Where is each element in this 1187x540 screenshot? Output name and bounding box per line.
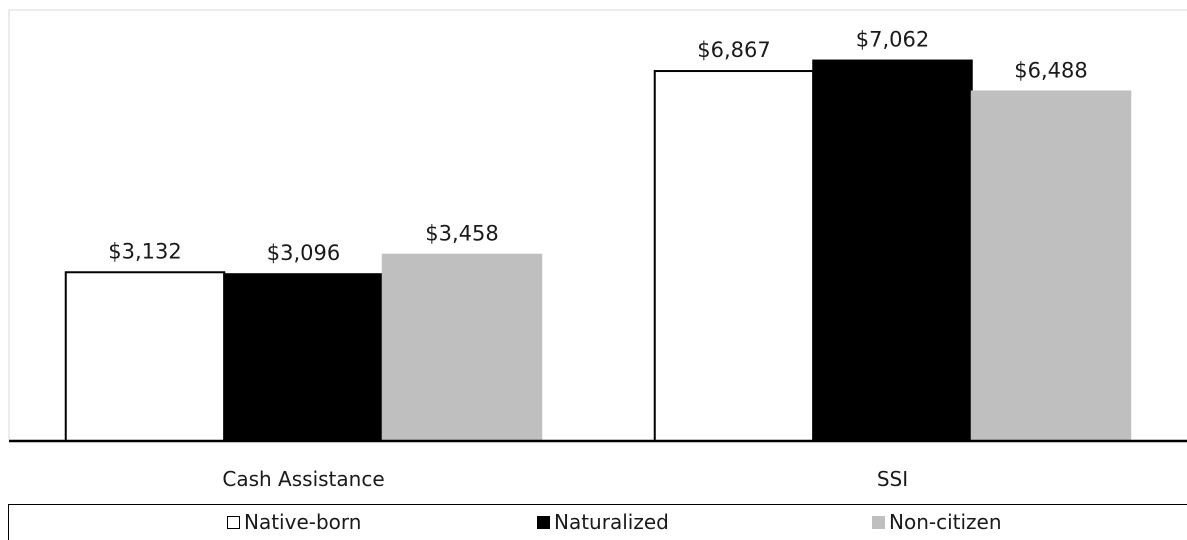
legend-swatch-native-born	[227, 515, 240, 529]
value-label-naturalized-cash-assistance: $3,096	[267, 241, 340, 265]
bar-native-born-ssi	[653, 70, 815, 442]
category-label-ssi: SSI	[877, 467, 908, 491]
value-label-non-citizen-ssi: $6,488	[1014, 58, 1087, 82]
category-label-cash-assistance: Cash Assistance	[222, 467, 384, 491]
legend-item-naturalized: Naturalized	[537, 510, 669, 534]
legend-label-naturalized: Naturalized	[554, 510, 669, 534]
value-label-native-born-cash-assistance: $3,132	[108, 239, 181, 263]
bar-naturalized-cash-assistance	[223, 273, 384, 442]
legend-label-non-citizen: Non-citizen	[889, 510, 1002, 534]
legend-swatch-naturalized	[537, 515, 550, 529]
category-labels-group: Cash Assistance SSI	[222, 467, 908, 491]
legend-item-native-born: Native-born	[227, 510, 361, 534]
bars-group	[64, 59, 1132, 442]
bar-native-born-cash-assistance	[64, 271, 226, 442]
bar-chart: $3,132 $3,096 $3,458 $6,867 $7,062 $6,488 Cas…	[8, 9, 1187, 491]
bar-naturalized-ssi	[812, 59, 973, 442]
bar-non-citizen-ssi	[970, 90, 1132, 442]
legend-label-native-born: Native-born	[244, 510, 362, 534]
legend: Native-born Naturalized Non-citizen	[8, 504, 1187, 540]
bar-non-citizen-cash-assistance	[381, 253, 543, 442]
value-labels-group: $3,132 $3,096 $3,458 $6,867 $7,062 $6,488	[108, 28, 1087, 266]
legend-item-non-citizen: Non-citizen	[872, 510, 1002, 534]
legend-swatch-non-citizen	[872, 515, 885, 529]
value-label-non-citizen-cash-assistance: $3,458	[425, 222, 498, 246]
value-label-native-born-ssi: $6,867	[697, 38, 770, 62]
value-label-naturalized-ssi: $7,062	[856, 28, 929, 52]
